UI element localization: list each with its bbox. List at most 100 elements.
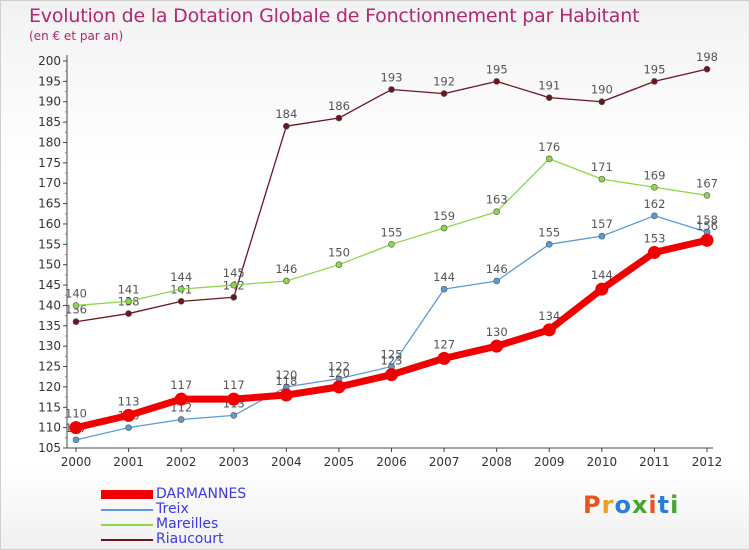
- data-point: [703, 65, 711, 73]
- x-tick-label: 2004: [271, 455, 302, 469]
- proxiti-logo: Proxiti: [583, 491, 679, 519]
- data-point: [332, 380, 346, 394]
- y-tick-label: 180: [38, 135, 61, 149]
- data-point: [72, 318, 80, 326]
- data-point: [490, 339, 504, 353]
- data-point: [125, 310, 132, 317]
- y-tick-label: 135: [38, 319, 61, 333]
- data-label: 123: [381, 354, 403, 368]
- legend-item-darmannes: DARMANNES: [101, 487, 246, 502]
- data-point: [69, 421, 83, 435]
- legend-item-mareilles: Mareilles: [101, 517, 246, 532]
- data-point: [598, 175, 606, 183]
- data-point: [651, 183, 658, 191]
- data-label: 159: [433, 209, 455, 223]
- data-label: 144: [591, 268, 613, 282]
- legend-label: Mareilles: [156, 516, 219, 532]
- data-point: [542, 323, 556, 337]
- data-label: 117: [170, 378, 192, 392]
- x-tick-label: 2007: [429, 455, 460, 469]
- legend-label: Treix: [156, 501, 189, 517]
- x-tick-label: 2003: [218, 455, 249, 469]
- y-tick-label: 165: [38, 197, 61, 211]
- data-point: [493, 277, 500, 285]
- data-label: 195: [643, 62, 665, 76]
- y-tick-label: 185: [38, 115, 61, 129]
- data-label: 120: [275, 368, 297, 382]
- y-tick-label: 125: [38, 360, 61, 374]
- y-tick-label: 140: [38, 298, 61, 312]
- data-point: [230, 293, 238, 301]
- x-tick-label: 2011: [639, 455, 670, 469]
- data-point: [598, 98, 606, 106]
- y-tick-label: 130: [38, 339, 61, 353]
- data-label: 122: [328, 360, 350, 374]
- x-tick-label: 2001: [113, 455, 144, 469]
- data-label: 158: [696, 213, 718, 227]
- data-point: [545, 155, 553, 163]
- x-tick-label: 2006: [376, 455, 407, 469]
- data-point: [493, 208, 500, 216]
- data-point: [440, 285, 448, 293]
- data-label: 125: [381, 348, 403, 362]
- data-label: 169: [643, 168, 665, 182]
- data-point: [177, 285, 185, 293]
- x-tick-label: 2000: [61, 455, 92, 469]
- data-label: 186: [328, 99, 350, 113]
- data-point: [388, 241, 395, 248]
- logo-letter: o: [614, 491, 632, 519]
- x-tick-label: 2002: [166, 455, 197, 469]
- data-point: [72, 302, 80, 309]
- data-point: [651, 78, 658, 85]
- data-point: [283, 277, 290, 285]
- data-label: 134: [538, 309, 560, 323]
- data-label: 145: [223, 266, 245, 280]
- x-tick-label: 2010: [587, 455, 618, 469]
- data-label: 144: [170, 270, 192, 284]
- data-label: 144: [433, 270, 455, 284]
- data-point: [174, 392, 188, 406]
- data-label: 118: [275, 374, 297, 388]
- data-label: 136: [65, 303, 87, 317]
- x-tick-label: 2008: [481, 455, 512, 469]
- data-point: [177, 298, 185, 305]
- data-label: 163: [486, 193, 508, 207]
- data-label: 190: [591, 83, 613, 97]
- legend: DARMANNES Treix Mareilles Riaucourt: [101, 487, 246, 547]
- x-tick-label: 2009: [534, 455, 565, 469]
- data-label: 113: [118, 394, 140, 408]
- chart-subtitle: (en € et par an): [29, 29, 124, 43]
- data-point: [388, 86, 395, 93]
- legend-item-treix: Treix: [101, 502, 246, 517]
- data-label: 157: [591, 217, 613, 231]
- data-label: 127: [433, 337, 455, 351]
- data-point: [703, 192, 711, 199]
- data-point: [647, 245, 661, 259]
- logo-letter: x: [631, 491, 649, 519]
- data-label: 155: [381, 225, 403, 239]
- data-point: [651, 212, 658, 220]
- data-point: [440, 90, 448, 97]
- data-label: 140: [65, 286, 87, 300]
- data-point: [598, 232, 606, 240]
- data-label: 117: [223, 378, 245, 392]
- legend-label: Riaucourt: [156, 531, 224, 547]
- data-point: [177, 416, 185, 423]
- legend-swatch-darmannes: [101, 490, 153, 499]
- data-point: [545, 241, 553, 248]
- data-point: [227, 392, 241, 406]
- logo-letter: i: [670, 491, 680, 519]
- data-label: 191: [538, 79, 560, 93]
- data-point: [335, 261, 343, 268]
- data-point: [700, 233, 714, 247]
- data-label: 146: [486, 262, 508, 276]
- y-tick-label: 155: [38, 237, 61, 251]
- data-label: 171: [591, 160, 613, 174]
- data-point: [437, 351, 451, 365]
- data-label: 192: [433, 75, 455, 89]
- data-point: [230, 281, 238, 289]
- data-point: [440, 224, 448, 232]
- y-tick-label: 145: [38, 278, 61, 292]
